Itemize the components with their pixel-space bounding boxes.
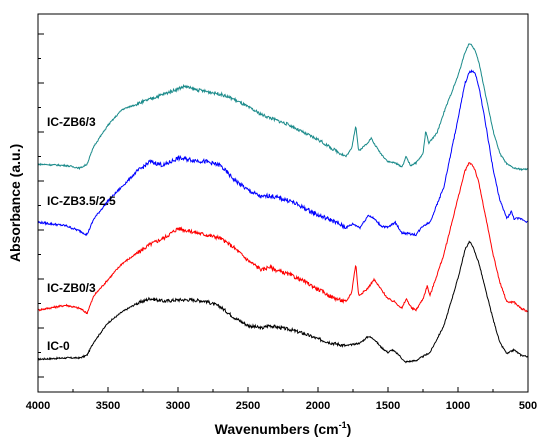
x-tick-label-2000: 2000 [306, 400, 330, 412]
x-tick-label-1000: 1000 [446, 400, 470, 412]
x-tick-label-4000: 4000 [26, 400, 50, 412]
series-labels-layer: IC-0 IC-ZB0/3 IC-ZB3.5/2.5 IC-ZB6/3 [47, 115, 116, 353]
series-label-ic-zb0-3: IC-ZB0/3 [47, 281, 96, 295]
series-line-ic-zb0-3 [37, 162, 529, 315]
x-tick-label-3500: 3500 [96, 400, 120, 412]
x-tick-label-500: 500 [519, 400, 537, 412]
x-tick-label-1500: 1500 [376, 400, 400, 412]
x-axis-title-main: Wavenumbers (cm [215, 421, 339, 437]
series-label-ic-zb3-5-2-5: IC-ZB3.5/2.5 [47, 194, 116, 208]
series-label-ic-zb6-3: IC-ZB6/3 [47, 115, 96, 129]
x-axis-title-superscript: -1 [339, 420, 347, 430]
x-tick-label-3000: 3000 [166, 400, 190, 412]
x-axis-title-suffix: ) [347, 421, 352, 437]
x-axis-title: Wavenumbers (cm-1) [215, 420, 352, 437]
x-tick-label-2500: 2500 [236, 400, 260, 412]
series-layer [37, 43, 529, 364]
series-line-ic-0 [37, 240, 529, 364]
series-label-ic-0: IC-0 [47, 339, 70, 353]
series-line-ic-zb6-3 [38, 43, 529, 172]
series-line-ic-zb3-5-2-5 [37, 69, 529, 237]
y-axis-title: Absorbance (a.u.) [7, 144, 23, 262]
ticks-layer: 4000 3500 3000 2500 2000 1500 1000 500 [26, 33, 537, 412]
